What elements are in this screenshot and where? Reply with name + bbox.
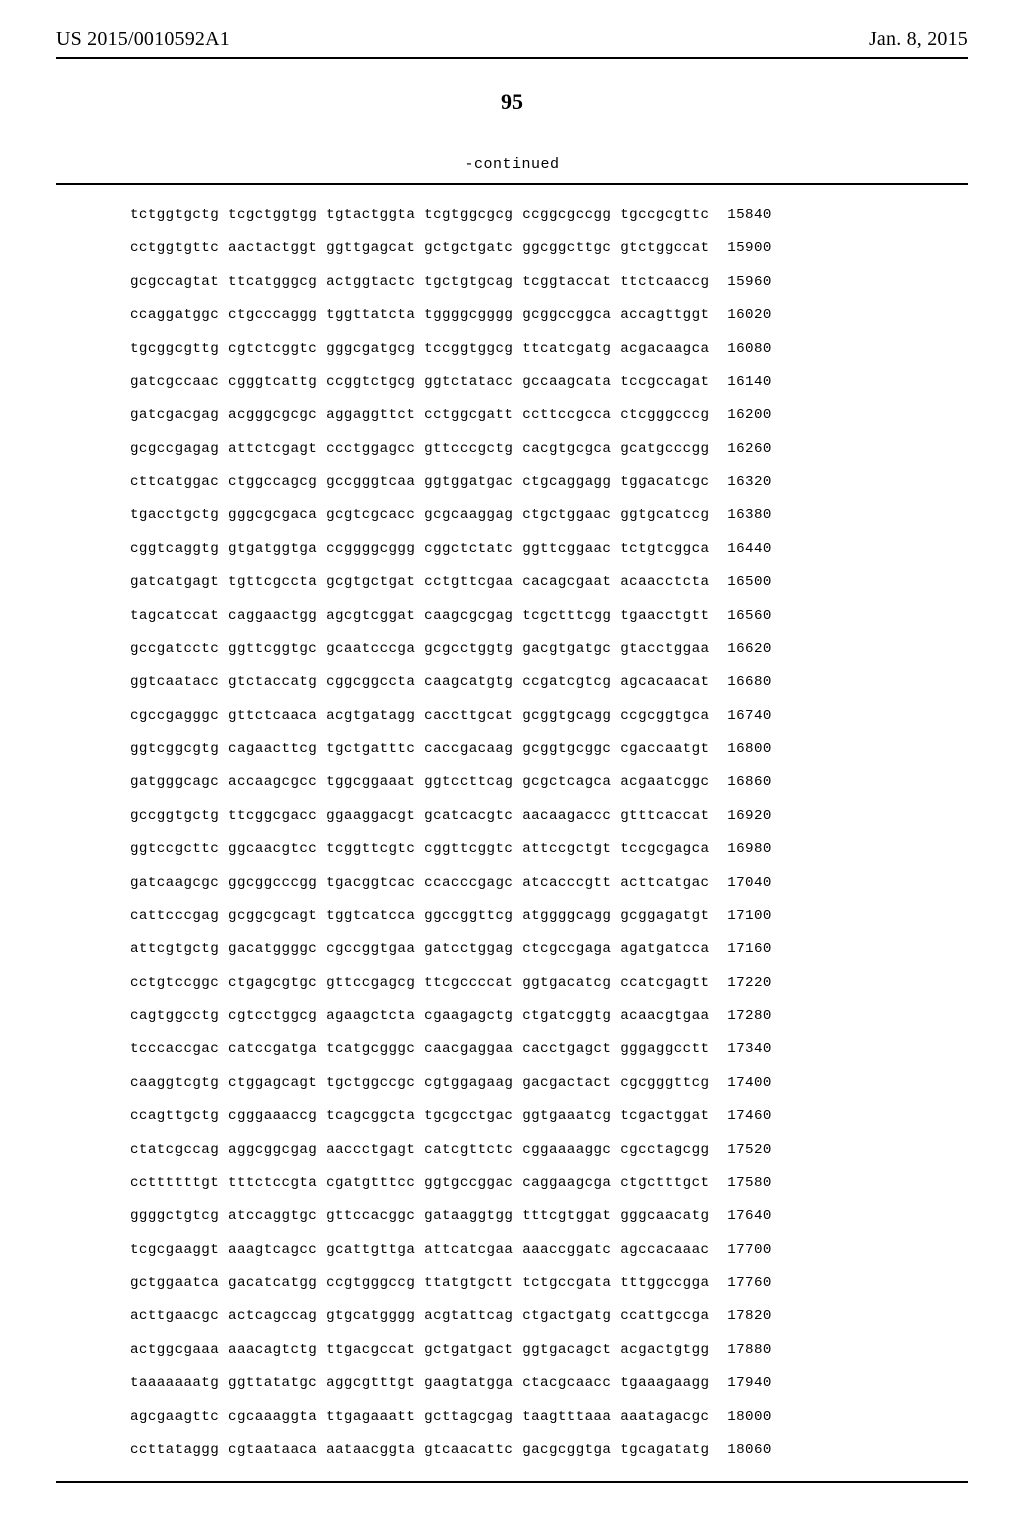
continued-label: -continued: [464, 156, 559, 173]
publication-date: Jan. 8, 2015: [869, 28, 968, 51]
continued-wrap: -continued: [56, 155, 968, 173]
page: US 2015/0010592A1 Jan. 8, 2015 95 -conti…: [0, 0, 1024, 1523]
sequence-rule-bottom: [56, 1481, 968, 1483]
page-number: 95: [56, 89, 968, 115]
publication-number: US 2015/0010592A1: [56, 28, 230, 51]
sequence-block: tctggtgctg tcgctggtgg tgtactggta tcgtggc…: [130, 199, 968, 1467]
sequence-rule-top: [56, 183, 968, 185]
page-header: US 2015/0010592A1 Jan. 8, 2015: [56, 28, 968, 51]
header-rule: [56, 57, 968, 59]
